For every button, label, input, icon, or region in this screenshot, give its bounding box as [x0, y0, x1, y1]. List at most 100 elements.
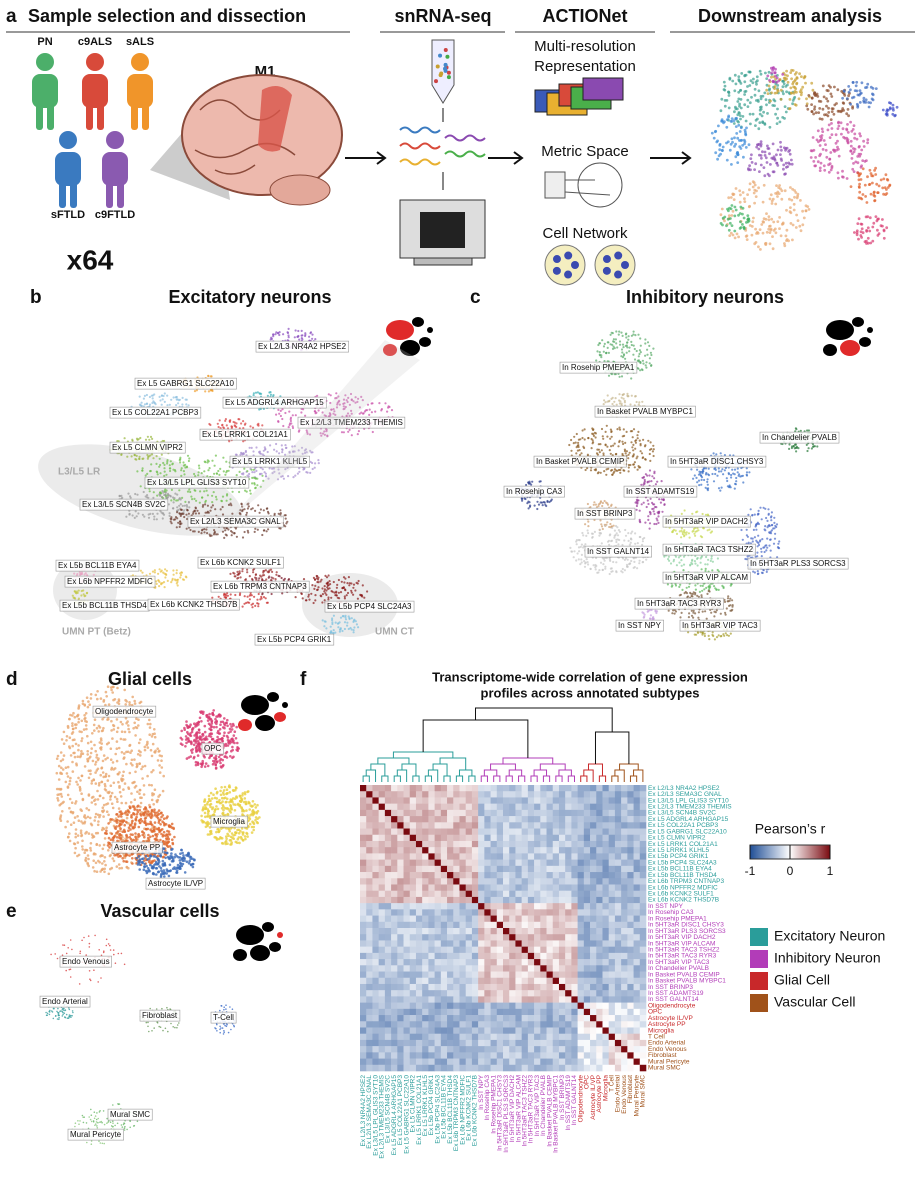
- umap-point: [368, 414, 370, 416]
- umap-point: [148, 439, 150, 441]
- umap-point: [603, 470, 605, 472]
- umap-point: [295, 329, 297, 331]
- umap-point: [752, 538, 754, 540]
- umap-point: [74, 590, 76, 592]
- umap-point: [310, 593, 312, 595]
- umap-point: [211, 460, 213, 462]
- umap-point: [728, 234, 731, 237]
- umap-point: [771, 235, 774, 238]
- umap-point: [151, 799, 154, 802]
- umap-point: [579, 449, 581, 451]
- umap-point: [871, 98, 874, 101]
- umap-point: [339, 631, 341, 633]
- umap-point: [860, 164, 863, 167]
- cluster-label: Ex L5b PCP4 GRIK1: [257, 635, 332, 644]
- umap-point: [721, 487, 723, 489]
- umap-point: [617, 538, 619, 540]
- umap-point: [622, 568, 624, 570]
- umap-point: [160, 582, 162, 584]
- umap-point: [176, 579, 178, 581]
- umap-point: [112, 761, 115, 764]
- umap-point: [573, 550, 575, 552]
- umap-point: [357, 598, 359, 600]
- umap-point: [634, 461, 636, 463]
- umap-point: [610, 334, 612, 336]
- umap-point: [246, 512, 248, 514]
- umap-point: [221, 500, 223, 502]
- umap-point: [881, 225, 884, 228]
- umap-point: [765, 98, 768, 101]
- umap-point: [740, 98, 743, 101]
- umap-point: [197, 474, 199, 476]
- umap-point: [831, 133, 834, 136]
- umap-point: [125, 516, 127, 518]
- umap-point: [601, 542, 603, 544]
- umap-point: [864, 184, 867, 187]
- umap-point: [265, 475, 267, 477]
- umap-point: [140, 405, 142, 407]
- umap-point: [610, 445, 612, 447]
- umap-point: [663, 499, 665, 501]
- umap-point: [653, 508, 655, 510]
- umap-point: [337, 626, 339, 628]
- umap-point: [573, 436, 575, 438]
- umap-point: [739, 227, 742, 230]
- umap-point: [647, 499, 649, 501]
- umap-point: [329, 587, 331, 589]
- umap-point: [710, 532, 712, 534]
- umap-point: [740, 529, 742, 531]
- umap-point: [152, 513, 154, 515]
- umap-point: [587, 503, 589, 505]
- umap-point: [876, 191, 879, 194]
- umap-point: [597, 571, 599, 573]
- umap-point: [176, 511, 178, 513]
- umap-point: [254, 483, 256, 485]
- umap-point: [352, 594, 354, 596]
- umap-point: [217, 533, 219, 535]
- umap-point: [779, 141, 782, 144]
- umap-point: [599, 342, 601, 344]
- network-node: [571, 261, 579, 269]
- umap-point: [755, 241, 758, 244]
- umap-point: [757, 245, 760, 248]
- umap-point: [297, 473, 299, 475]
- umap-point: [847, 114, 850, 117]
- umap-point: [634, 334, 636, 336]
- umap-point: [774, 525, 776, 527]
- umap-point: [671, 584, 673, 586]
- umap-point: [875, 87, 878, 90]
- umap-point: [582, 429, 584, 431]
- umap-point: [845, 128, 848, 131]
- umap-point: [305, 599, 307, 601]
- umap-point: [844, 137, 847, 140]
- umap-point: [169, 512, 171, 514]
- umap-point: [765, 544, 767, 546]
- umap-point: [718, 467, 720, 469]
- umap-point: [343, 431, 345, 433]
- umap-point: [342, 615, 344, 617]
- umap-point: [133, 700, 136, 703]
- umap-point: [626, 393, 628, 395]
- method-label: Cell Network: [542, 225, 628, 242]
- umap-point: [681, 513, 683, 515]
- umap-point: [754, 184, 757, 187]
- umap-point: [183, 579, 185, 581]
- umap-point: [219, 468, 221, 470]
- umap-point: [135, 785, 138, 788]
- umap-point: [264, 449, 266, 451]
- umap-point: [608, 540, 610, 542]
- umap-point: [146, 496, 148, 498]
- umap-point: [627, 457, 629, 459]
- umap-point: [300, 411, 302, 413]
- umap-point: [601, 525, 603, 527]
- umap-point: [795, 450, 797, 452]
- umap-point: [731, 609, 733, 611]
- umap-point: [773, 87, 776, 90]
- umap-point: [716, 158, 719, 161]
- umap-point: [181, 513, 183, 515]
- umap-point: [859, 101, 862, 104]
- umap-point: [782, 85, 785, 88]
- umap-point: [160, 511, 162, 513]
- umap-point: [641, 544, 643, 546]
- umap-point: [787, 239, 790, 242]
